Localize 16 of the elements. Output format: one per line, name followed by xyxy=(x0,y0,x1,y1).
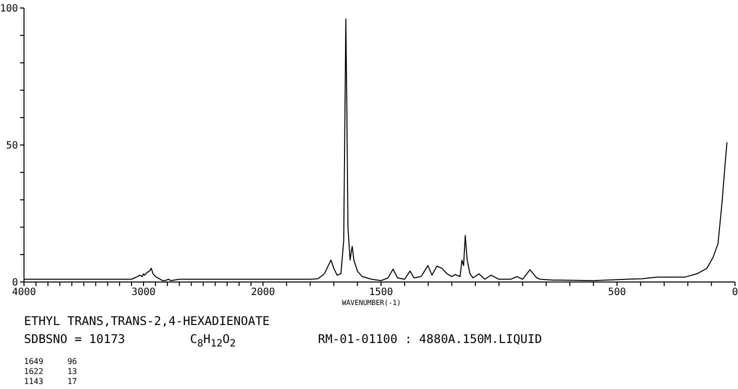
x-tick-label: 2000 xyxy=(250,287,276,298)
text: C$_{8}$H$_{12}$O$_{2}$ xyxy=(190,332,236,350)
text: ETHYL TRANS,TRANS-2,4-HEXADIENOATE xyxy=(24,314,270,328)
text: 1649 96 xyxy=(24,357,77,367)
text: 1622 13 xyxy=(24,367,77,377)
y-tick-label: 0 xyxy=(12,278,18,289)
x-tick-label: 0 xyxy=(732,287,738,298)
y-tick-label: 50 xyxy=(6,140,18,152)
x-tick-label: 4000 xyxy=(12,287,36,298)
x-tick-label: 1500 xyxy=(368,287,394,298)
text: RM-01-01100 : 4880A.150M.LIQUID xyxy=(318,332,542,346)
x-tick-label: 3000 xyxy=(131,287,156,298)
text: 1143 17 xyxy=(24,377,77,387)
x-tick-label: 500 xyxy=(608,287,626,298)
text: SDBSNO = 10173 xyxy=(24,332,126,346)
y-tick-label: 100 xyxy=(0,4,18,15)
